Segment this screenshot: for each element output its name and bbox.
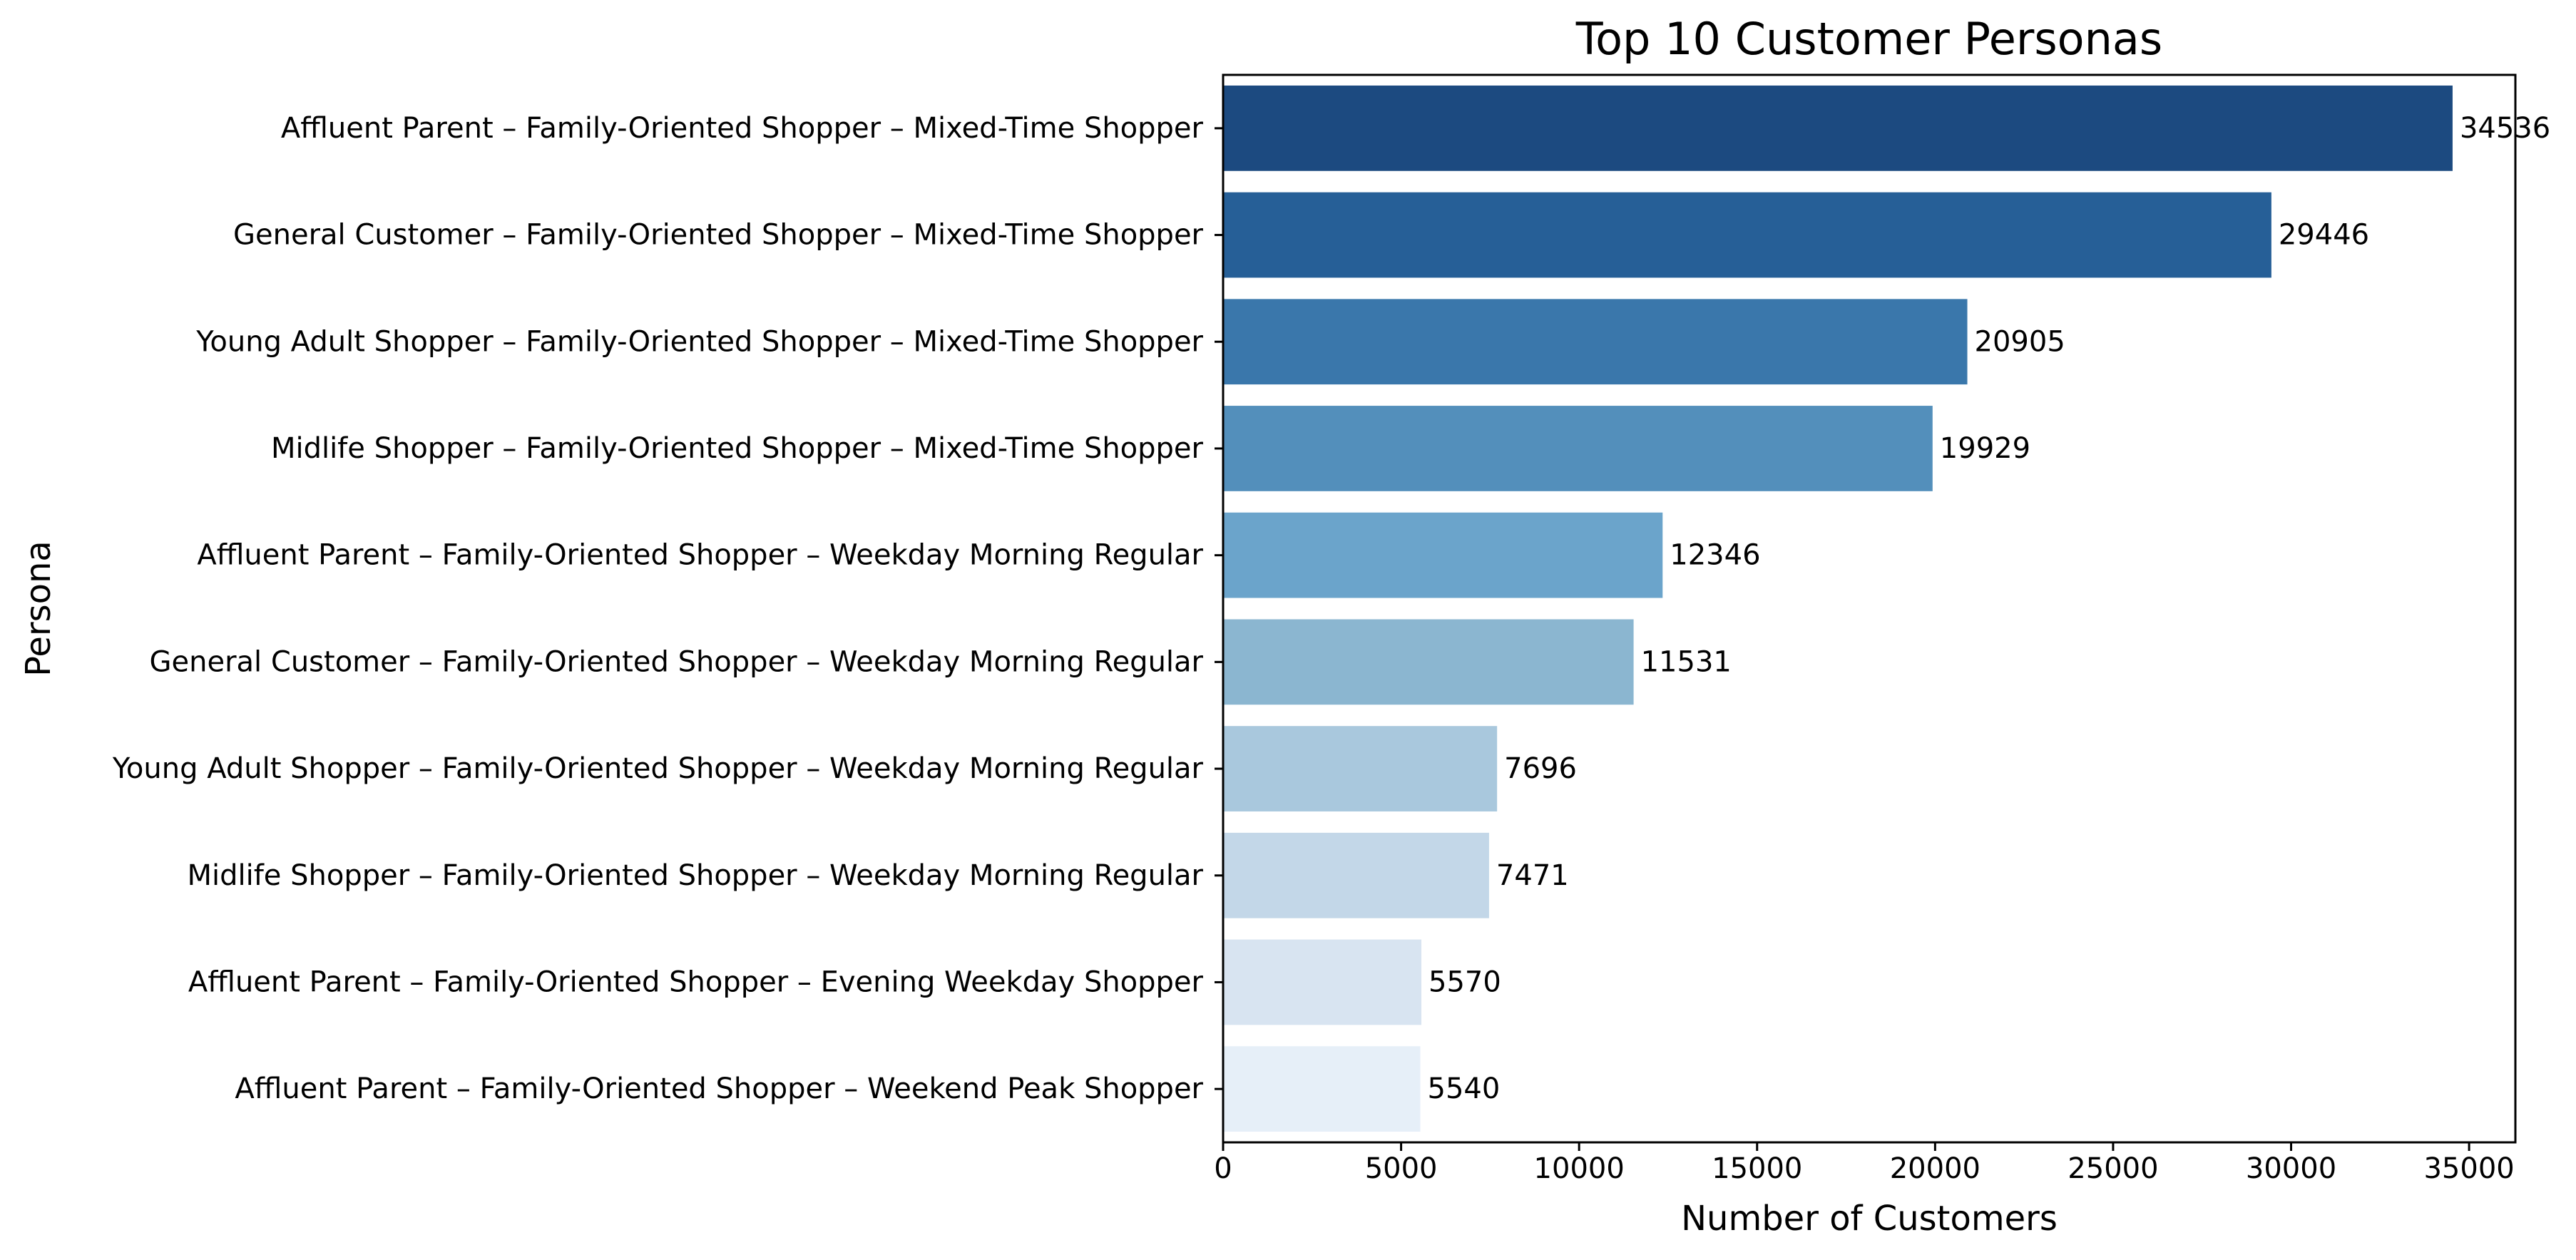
y-tick-label-6: General Customer – Family-Oriented Shopp… (150, 645, 1204, 678)
bar-2 (1223, 192, 2271, 278)
data-label-2: 29446 (2279, 219, 2369, 252)
x-axis-ticks: 0 5000 10000 15000 20000 25000 30000 35000 (1214, 1142, 2515, 1185)
x-tick-label-30000: 30000 (2246, 1152, 2336, 1185)
data-label-1: 34536 (2460, 112, 2550, 145)
y-tick-label-5: Affluent Parent – Family-Oriented Shoppe… (197, 539, 1203, 572)
bar-7 (1223, 726, 1498, 811)
x-tick-label-35000: 35000 (2423, 1152, 2514, 1185)
x-tick-label-0: 0 (1214, 1152, 1232, 1185)
y-axis-label: Persona (19, 541, 58, 677)
y-tick-label-4: Midlife Shopper – Family-Oriented Shoppe… (271, 432, 1204, 465)
chart-title: Top 10 Customer Personas (1575, 13, 2162, 65)
bar-3 (1223, 299, 1968, 385)
y-tick-label-1: Affluent Parent – Family-Oriented Shoppe… (281, 112, 1204, 145)
data-label-4: 19929 (1940, 432, 2030, 465)
bar-5 (1223, 512, 1663, 598)
y-tick-label-8: Midlife Shopper – Family-Oriented Shoppe… (187, 859, 1203, 892)
bar-4 (1223, 406, 1933, 491)
bar-9 (1223, 939, 1422, 1025)
y-axis-ticks: Affluent Parent – Family-Oriented Shoppe… (112, 112, 1223, 1105)
data-label-7: 7696 (1504, 752, 1577, 785)
y-tick-label-9: Affluent Parent – Family-Oriented Shoppe… (188, 966, 1204, 998)
x-tick-label-10000: 10000 (1534, 1152, 1625, 1185)
data-label-5: 12346 (1670, 539, 1760, 572)
x-tick-label-15000: 15000 (1712, 1152, 1802, 1185)
bars-layer (1223, 85, 2453, 1132)
data-labels-layer: 34536 29446 20905 19929 12346 11531 7696 7471 55… (1428, 112, 2551, 1105)
x-axis-label: Number of Customers (1681, 1199, 2058, 1239)
data-label-3: 20905 (1975, 325, 2065, 358)
x-tick-label-25000: 25000 (2068, 1152, 2158, 1185)
bar-10 (1223, 1046, 1421, 1132)
data-label-9: 5570 (1428, 966, 1501, 998)
bar-8 (1223, 832, 1489, 918)
x-tick-label-5000: 5000 (1365, 1152, 1438, 1185)
y-tick-label-2: General Customer – Family-Oriented Shopp… (233, 219, 1204, 252)
plot-frame (1222, 73, 2517, 1144)
y-tick-label-3: Young Adult Shopper – Family-Oriented Sh… (195, 325, 1203, 358)
y-tick-label-7: Young Adult Shopper – Family-Oriented Sh… (112, 752, 1204, 785)
data-label-6: 11531 (1641, 645, 1732, 678)
x-tick-label-20000: 20000 (1890, 1152, 1980, 1185)
y-tick-label-10: Affluent Parent – Family-Oriented Shoppe… (235, 1072, 1203, 1105)
data-label-8: 7471 (1496, 859, 1569, 892)
bar-1 (1223, 85, 2453, 171)
bar-6 (1223, 619, 1634, 705)
data-label-10: 5540 (1428, 1072, 1501, 1105)
